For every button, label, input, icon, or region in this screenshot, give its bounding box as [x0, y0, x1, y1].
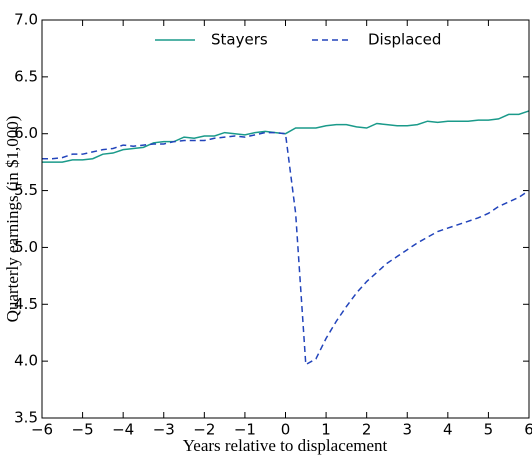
series-line — [42, 110, 530, 163]
y-tick-label: 7.0 — [14, 11, 38, 29]
legend-label: Stayers — [211, 31, 268, 49]
y-tick-label: 5.0 — [14, 238, 38, 256]
plot-frame — [41, 19, 530, 419]
y-tick-label: 5.5 — [14, 181, 38, 199]
x-tick-label: −6 — [31, 421, 53, 439]
x-tick-label: 6 — [524, 421, 532, 439]
x-tick-label: 0 — [281, 421, 291, 439]
x-tick-label: 5 — [484, 421, 494, 439]
x-tick-label: −5 — [72, 421, 94, 439]
series-line — [42, 131, 530, 366]
x-tick-label: −4 — [112, 421, 134, 439]
x-tick-label: 3 — [402, 421, 412, 439]
x-tick-label: 1 — [321, 421, 331, 439]
x-tick-label: −3 — [153, 421, 175, 439]
y-tick-label: 6.0 — [14, 124, 38, 142]
y-tick-label: 3.5 — [14, 409, 38, 427]
legend-label: Displaced — [368, 31, 441, 49]
y-axis-label: Quarterly earnings (in $1,000) — [3, 116, 22, 323]
x-tick-label: 2 — [362, 421, 372, 439]
x-axis-label: Years relative to displacement — [183, 436, 388, 455]
x-tick-label: −2 — [193, 421, 215, 439]
y-tick-label: 6.5 — [14, 67, 38, 85]
x-tick-label: 4 — [443, 421, 453, 439]
y-tick-label: 4.5 — [14, 295, 38, 313]
x-tick-label: −1 — [234, 421, 256, 439]
y-tick-label: 4.0 — [14, 352, 38, 370]
